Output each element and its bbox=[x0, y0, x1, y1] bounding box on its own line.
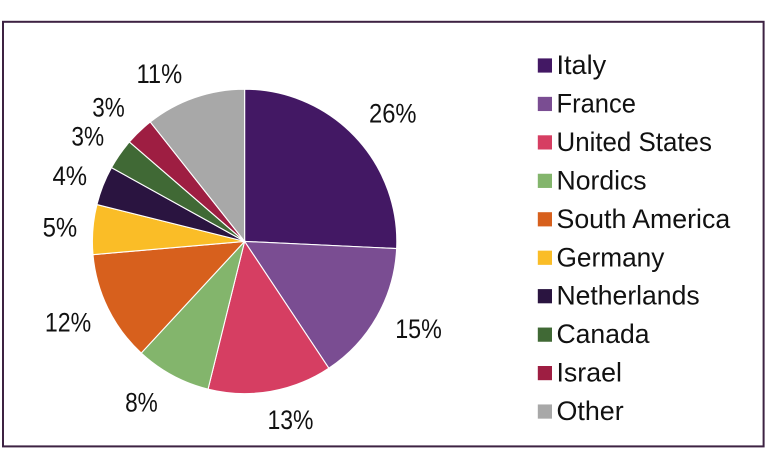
svg-text:5%: 5% bbox=[43, 213, 78, 243]
svg-text:26%: 26% bbox=[369, 99, 417, 129]
svg-text:South America: South America bbox=[557, 204, 732, 234]
svg-text:3%: 3% bbox=[92, 92, 125, 122]
svg-text:Italy: Italy bbox=[557, 50, 607, 80]
svg-text:13%: 13% bbox=[268, 405, 314, 435]
svg-text:Israel: Israel bbox=[557, 358, 622, 388]
svg-text:11%: 11% bbox=[137, 59, 183, 89]
svg-text:France: France bbox=[557, 88, 636, 118]
svg-text:Other: Other bbox=[557, 396, 624, 426]
svg-text:Germany: Germany bbox=[557, 242, 665, 272]
svg-text:Nordics: Nordics bbox=[557, 165, 647, 195]
svg-text:Canada: Canada bbox=[557, 319, 651, 349]
svg-text:15%: 15% bbox=[395, 314, 442, 344]
svg-text:4%: 4% bbox=[53, 161, 88, 191]
svg-text:Netherlands: Netherlands bbox=[557, 281, 700, 311]
svg-text:3%: 3% bbox=[71, 121, 104, 151]
svg-text:8%: 8% bbox=[125, 387, 158, 417]
svg-text:United States: United States bbox=[557, 127, 712, 157]
svg-text:12%: 12% bbox=[45, 307, 91, 337]
